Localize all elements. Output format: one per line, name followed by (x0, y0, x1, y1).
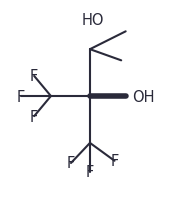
Text: OH: OH (132, 89, 155, 104)
Text: HO: HO (82, 13, 104, 28)
Text: F: F (86, 165, 94, 180)
Text: F: F (30, 109, 38, 124)
Text: F: F (110, 154, 119, 168)
Text: F: F (67, 156, 75, 171)
Text: F: F (30, 69, 38, 84)
Text: F: F (17, 89, 25, 104)
